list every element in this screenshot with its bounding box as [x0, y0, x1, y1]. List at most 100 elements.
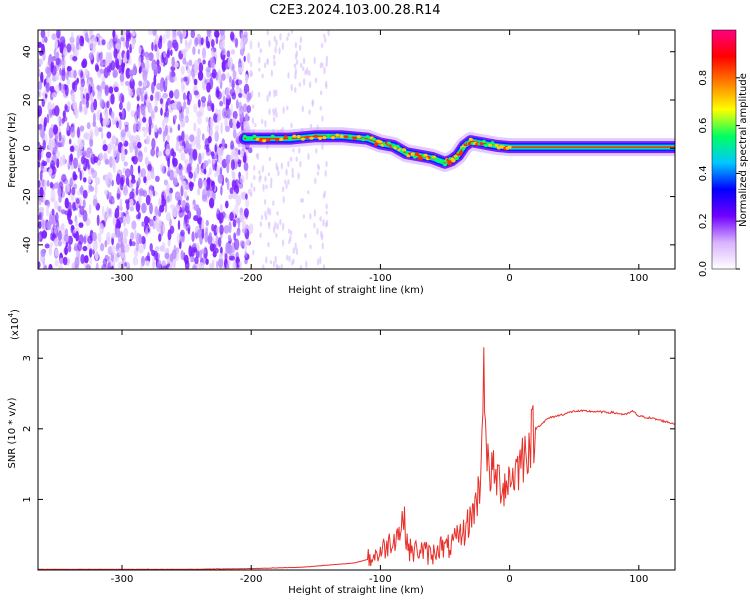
noise-cell	[243, 83, 250, 95]
noise-cell	[54, 200, 59, 210]
noise-cell	[159, 81, 164, 93]
noise-cell	[189, 181, 192, 187]
noise-cell	[185, 224, 191, 232]
noise-cell	[322, 264, 326, 269]
noise-cell	[216, 164, 221, 176]
noise-cell	[82, 189, 88, 199]
noise-cell	[50, 61, 55, 70]
x-tick-label: -100	[369, 574, 392, 585]
noise-cell	[240, 32, 244, 43]
snr-series	[38, 347, 675, 570]
noise-cell	[193, 122, 197, 132]
noise-cell	[309, 244, 312, 250]
noise-cell	[48, 108, 53, 116]
noise-cell	[169, 218, 172, 227]
noise-cell	[207, 234, 213, 245]
noise-cell	[50, 241, 53, 248]
ridge-blob	[479, 142, 484, 146]
noise-cell	[268, 108, 271, 116]
noise-cell	[270, 177, 273, 185]
noise-cell	[196, 127, 201, 138]
noise-cell	[41, 36, 46, 44]
noise-cell	[292, 247, 295, 255]
noise-cell	[250, 72, 253, 77]
noise-cell	[140, 236, 146, 245]
noise-cell	[157, 209, 161, 217]
noise-cell	[268, 208, 272, 216]
noise-cell	[115, 42, 121, 50]
noise-cell	[76, 35, 80, 47]
noise-cell	[244, 250, 248, 258]
noise-cell	[212, 181, 215, 191]
noise-cell	[58, 240, 62, 247]
noise-cell	[90, 151, 94, 159]
noise-cell	[209, 263, 215, 269]
noise-cell	[231, 171, 236, 180]
noise-cell	[130, 109, 135, 118]
noise-cell	[77, 162, 82, 169]
noise-cell	[226, 243, 232, 254]
noise-cell	[180, 250, 184, 260]
noise-cell	[172, 151, 177, 158]
snr-x-ticks: -300 -200 -100 0 100	[111, 330, 648, 585]
noise-cell	[244, 113, 249, 122]
noise-cell	[58, 257, 65, 265]
noise-cell	[59, 67, 62, 76]
noise-cell	[221, 73, 226, 81]
noise-cell	[196, 137, 200, 144]
noise-cell	[306, 67, 309, 75]
noise-cell	[249, 61, 253, 68]
noise-cell	[195, 110, 202, 118]
noise-cell	[154, 246, 160, 252]
noise-cell	[137, 141, 142, 149]
noise-cell	[185, 140, 189, 149]
noise-cell	[180, 65, 185, 75]
noise-cell	[149, 243, 153, 252]
noise-cell	[282, 106, 285, 114]
noise-cell	[313, 209, 317, 217]
noise-cell	[289, 156, 293, 162]
noise-cell	[281, 42, 285, 50]
noise-cell	[39, 127, 45, 138]
noise-cell	[124, 237, 128, 245]
noise-cell	[267, 207, 270, 215]
noise-cell	[142, 117, 147, 123]
noise-cell	[154, 105, 158, 113]
noise-cell	[265, 184, 268, 190]
noise-cell	[38, 221, 42, 229]
noise-cell	[275, 232, 278, 238]
noise-cell	[201, 218, 204, 230]
noise-cell	[243, 55, 246, 63]
noise-cell	[74, 145, 79, 152]
noise-cell	[154, 124, 158, 133]
noise-cell	[89, 247, 93, 258]
noise-cell	[176, 30, 182, 37]
ridge-blob	[378, 140, 383, 144]
noise-cell	[119, 179, 124, 191]
noise-cell	[240, 38, 244, 50]
noise-cell	[51, 108, 56, 116]
noise-cell	[217, 108, 222, 118]
snr-x-axis-label: Height of straight line (km)	[288, 585, 424, 596]
noise-cell	[162, 92, 168, 99]
ridge-blob	[494, 143, 499, 147]
noise-cell	[213, 30, 220, 38]
ridge-blob	[249, 136, 254, 140]
x-tick-label: -300	[111, 574, 134, 585]
noise-cell	[132, 135, 137, 143]
noise-cell	[232, 129, 237, 139]
noise-cell	[126, 49, 130, 60]
noise-cell	[116, 58, 119, 70]
colorbar-tick-label: 0.6	[698, 118, 709, 134]
noise-cell	[305, 260, 308, 269]
noise-cell	[55, 52, 60, 60]
noise-cell	[194, 64, 199, 76]
noise-cell	[80, 78, 86, 88]
noise-cell	[239, 240, 245, 247]
noise-cell	[217, 237, 222, 248]
noise-cell	[74, 263, 79, 269]
noise-cell	[125, 213, 131, 225]
noise-cell	[227, 234, 232, 241]
ridge-blob	[387, 141, 391, 145]
noise-cell	[101, 39, 106, 46]
